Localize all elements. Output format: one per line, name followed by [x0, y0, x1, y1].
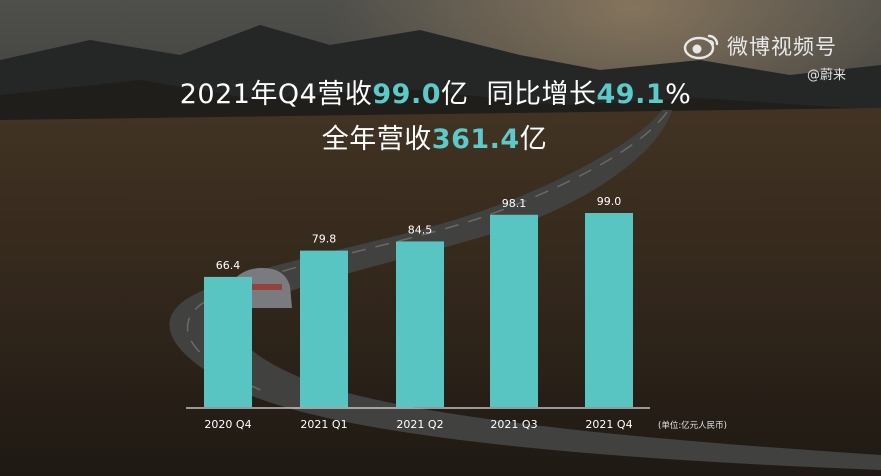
headline-q4-unit: 亿 — [441, 79, 469, 110]
data-label: 98.1 — [502, 197, 527, 210]
x-tick-label: 2021 Q4 — [585, 418, 632, 431]
x-tick-label: 2021 Q1 — [300, 418, 347, 431]
bar-2021-q4 — [585, 213, 633, 407]
headline-q4-prefix: 2021年Q4营收 — [179, 79, 373, 110]
bar-2021-q1 — [300, 250, 348, 407]
x-tick-label: 2021 Q3 — [490, 418, 537, 431]
headline-yoy-unit: % — [665, 79, 692, 110]
bar-2021-q2 — [396, 241, 444, 407]
headline-annual-prefix: 全年营收 — [321, 124, 432, 155]
headline-annual-unit: 亿 — [519, 124, 548, 155]
weibo-handle: @蔚来 — [807, 68, 847, 83]
bar-2020-q4 — [204, 276, 252, 407]
unit-note: (单位:亿元人民币) — [658, 421, 727, 431]
headline-annual-value: 361.4 — [431, 124, 520, 155]
data-label: 84.5 — [408, 223, 433, 236]
headline-q4-value: 99.0 — [372, 79, 441, 110]
weibo-eye-icon — [683, 34, 719, 60]
weibo-platform-name: 微博视频号 — [727, 35, 837, 59]
headline-yoy-label: 同比增长 — [486, 79, 597, 110]
data-label: 99.0 — [597, 195, 622, 208]
x-tick-label: 2021 Q2 — [396, 418, 443, 431]
x-tick-label: 2020 Q4 — [204, 418, 251, 431]
data-label: 79.8 — [312, 233, 337, 246]
bar-2021-q3 — [490, 214, 538, 407]
weibo-watermark: 微博视频号 — [683, 31, 837, 61]
headline-annual: 全年营收361.4亿 — [0, 117, 875, 156]
data-label: 66.4 — [216, 259, 241, 272]
headline-yoy-value: 49.1 — [596, 79, 666, 110]
headline-q4: 2021年Q4营收99.0亿 同比增长49.1% — [0, 72, 876, 111]
